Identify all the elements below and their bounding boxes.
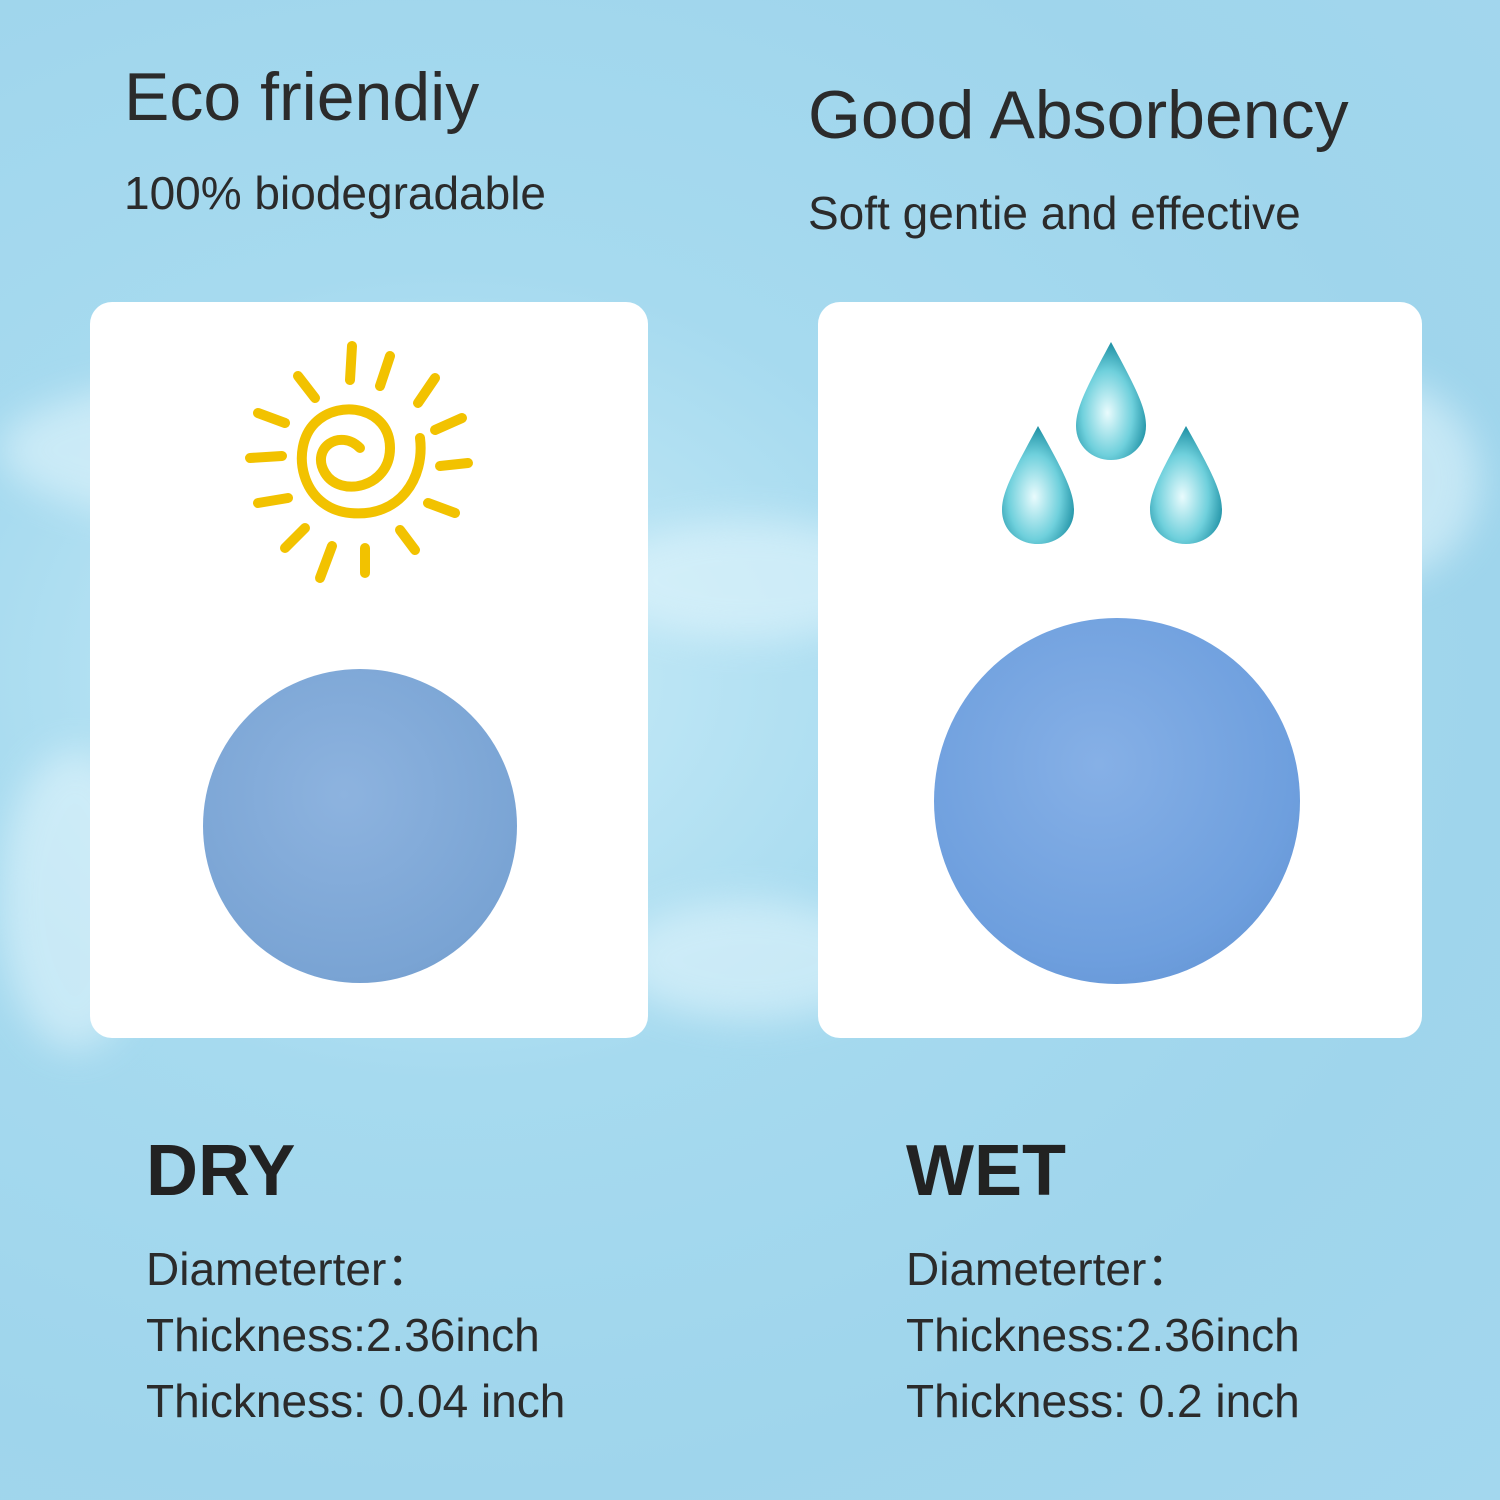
dry-spec-thickness-1: Thickness:2.36inch [146, 1309, 540, 1361]
water-drops-icon [1002, 342, 1222, 544]
left-subtitle: 100% biodegradable [124, 167, 547, 219]
dry-card [90, 302, 648, 1038]
dry-spec-thickness-2: Thickness: 0.04 inch [146, 1375, 566, 1427]
sun-icon [245, 341, 473, 583]
dry-spec-diameter: Diameterter： [146, 1243, 433, 1295]
wet-sponge [934, 618, 1300, 984]
dry-label: DRY [146, 1131, 296, 1211]
wet-label: WET [906, 1131, 1066, 1211]
wet-spec-diameter: Diameterter： [906, 1243, 1193, 1295]
right-title: Good Absorbency [808, 77, 1349, 153]
wet-card [818, 302, 1422, 1038]
wet-spec-thickness-2: Thickness: 0.2 inch [906, 1375, 1300, 1427]
wet-spec-thickness-1: Thickness:2.36inch [906, 1309, 1300, 1361]
left-title: Eco friendiy [124, 59, 480, 135]
right-subtitle: Soft gentie and effective [808, 187, 1301, 239]
dry-sponge [203, 669, 517, 983]
